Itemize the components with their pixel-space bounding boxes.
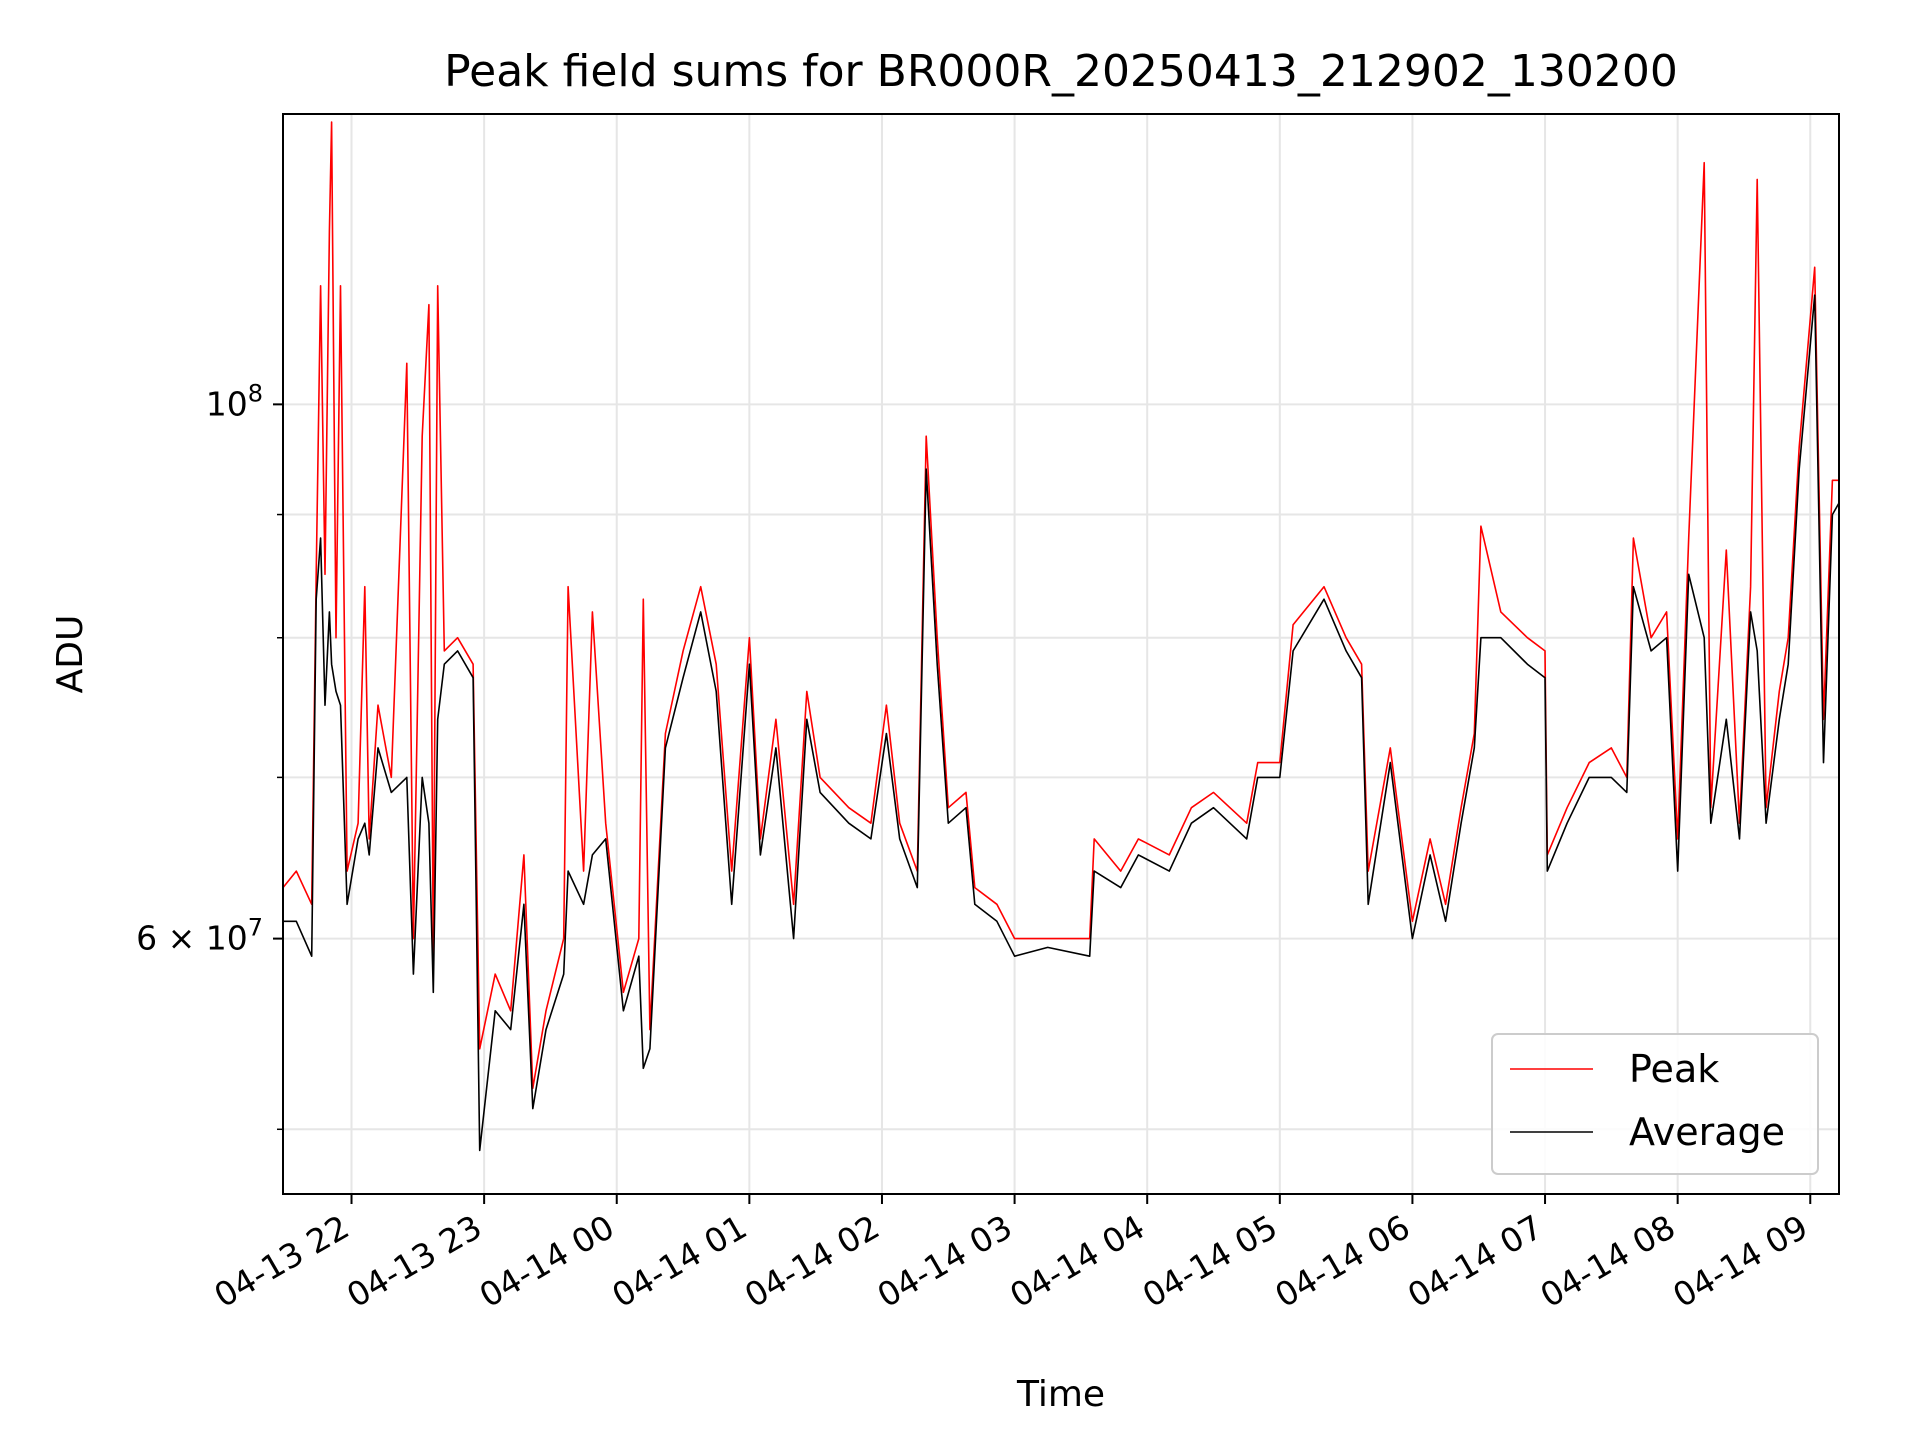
y-tick-label-60000000: 6 × 107 [136, 914, 263, 958]
y-axis-label: ADU [50, 615, 91, 694]
series-lines [282, 121, 1840, 1152]
series-line-peak [282, 121, 1839, 1090]
chart-title: Peak field sums for BR000R_20250413_2129… [444, 46, 1678, 97]
y-tick-label-100000000: 108 [206, 379, 263, 423]
legend: Peak Average [1491, 1033, 1819, 1175]
legend-peak-label: Peak [1629, 1047, 1719, 1091]
plot-area-frame [282, 113, 1840, 1195]
series-line-average [283, 294, 1840, 1152]
legend-average-label: Average [1629, 1110, 1785, 1154]
y-axis-ticks: 108 6 × 107 [136, 379, 283, 1131]
x-axis-label: Time [1016, 1374, 1105, 1415]
